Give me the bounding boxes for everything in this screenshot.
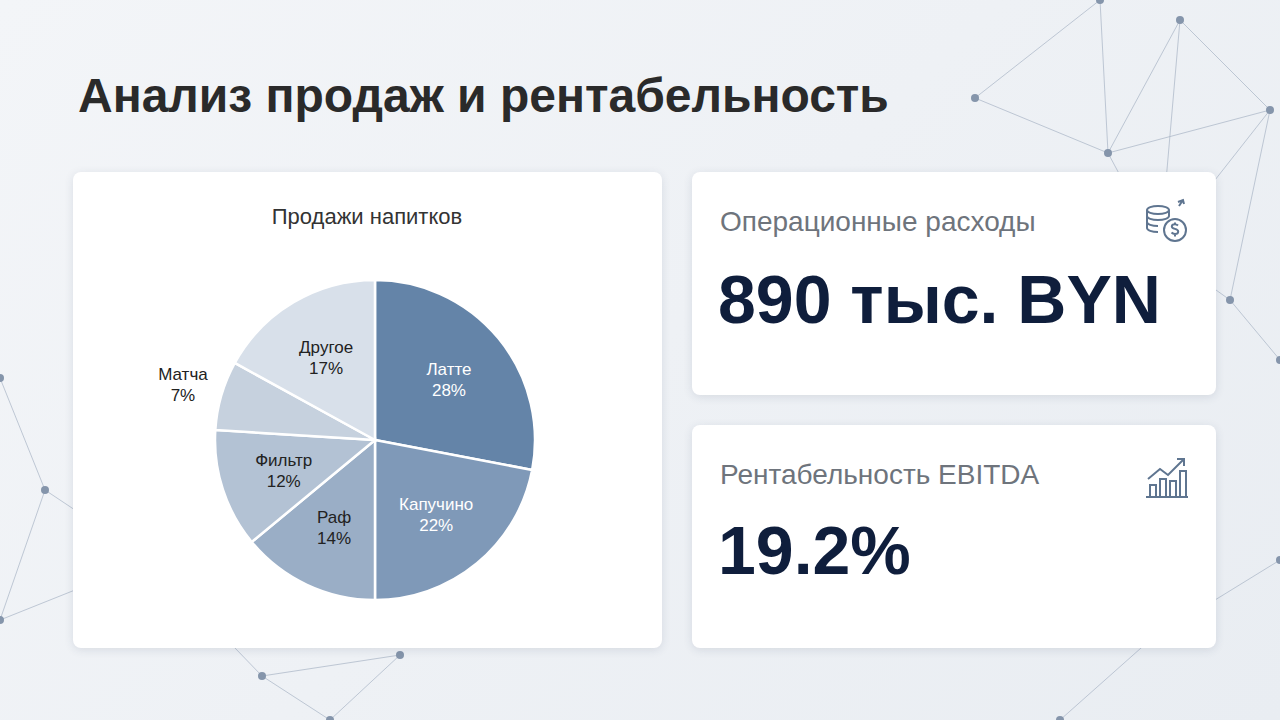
network-node: [41, 486, 49, 494]
network-line: [1180, 20, 1270, 110]
pie-chart: Продажи напитков Латте 28% Капучино 22% Раф 14…: [73, 172, 662, 648]
network-node: [1176, 16, 1184, 24]
kpi-card: Операционные расходы 890 тыс. BYN: [692, 172, 1216, 395]
network-line: [0, 378, 45, 490]
kpi-icon: [1142, 198, 1192, 252]
pie-slice: [375, 280, 535, 470]
network-node: [1104, 149, 1112, 157]
kpi-value: 890 тыс. BYN: [718, 260, 1161, 338]
pie-slice: [375, 440, 532, 600]
slice-value: 17%: [309, 359, 343, 378]
kpi-label: Рентабельность EBITDA: [720, 459, 1039, 491]
network-line: [330, 655, 400, 720]
network-line: [975, 0, 1100, 98]
network-node: [1096, 0, 1104, 4]
network-line: [975, 98, 1108, 153]
network-line: [1230, 300, 1280, 360]
network-node: [0, 616, 4, 624]
network-line: [262, 655, 400, 676]
kpi-card: Рентабельность EBITDA 19.2%: [692, 425, 1216, 648]
labels: Латте 28% Капучино 22% Раф 14% Фильтр 12% Матча 7…: [158, 338, 473, 547]
network-line: [1100, 0, 1108, 153]
network-line: [1108, 110, 1270, 153]
slice-category: Капучино: [399, 495, 473, 514]
kpi-icon: [1142, 451, 1192, 505]
slice-category: Раф: [317, 508, 351, 527]
slice-category: Другое: [299, 338, 353, 357]
slice-category: Фильтр: [255, 451, 312, 470]
slice-value: 14%: [317, 529, 351, 548]
chart-card: Продажи напитков Латте 28% Капучино 22% Раф 14…: [73, 172, 662, 648]
slice-value: 28%: [432, 381, 466, 400]
network-node: [1276, 356, 1280, 364]
network-line: [1108, 20, 1180, 153]
network-node: [1056, 716, 1064, 720]
network-node: [1226, 296, 1234, 304]
network-node: [326, 716, 334, 720]
growth-icon: [1142, 451, 1192, 501]
network-line: [262, 676, 330, 720]
network-node: [1276, 556, 1280, 564]
chart-title: Продажи напитков: [272, 204, 462, 229]
page-title: Анализ продаж и рентабельность: [78, 68, 889, 123]
slice-value: 7%: [171, 386, 196, 405]
network-node: [258, 672, 266, 680]
network-node: [971, 94, 979, 102]
slices: [215, 280, 535, 600]
network-line: [0, 490, 45, 620]
kpi-value: 19.2%: [718, 511, 911, 589]
pie-slice: [215, 430, 375, 542]
slice-value: 12%: [267, 472, 301, 491]
network-line: [1230, 110, 1270, 300]
pie-slice: [235, 280, 375, 440]
slice-category: Матча: [158, 365, 208, 384]
slice-value: 22%: [419, 516, 453, 535]
network-node: [0, 374, 4, 382]
slice-category: Латте: [426, 360, 471, 379]
kpi-label: Операционные расходы: [720, 206, 1036, 238]
network-line: [1060, 640, 1150, 720]
network-node: [396, 651, 404, 659]
coins-icon: [1142, 198, 1192, 248]
network-node: [1266, 106, 1274, 114]
